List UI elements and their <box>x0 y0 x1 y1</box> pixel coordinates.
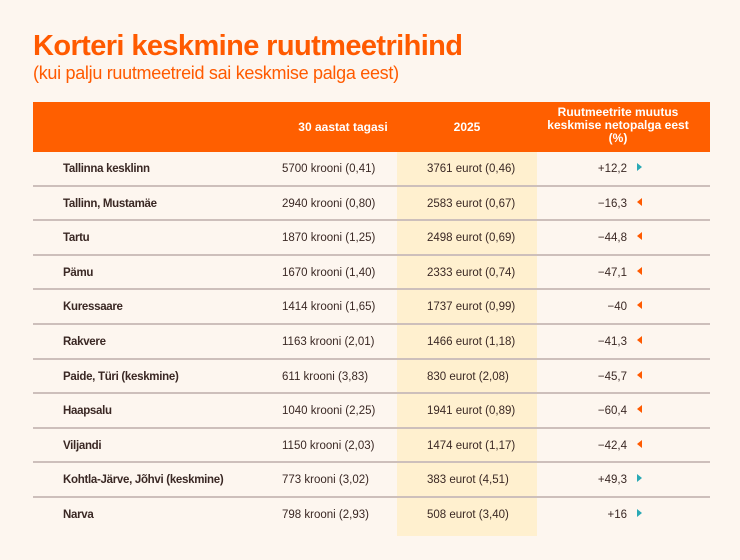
change-cell: −47,1 <box>597 266 627 279</box>
table-row: Rakvere 1163 krooni (2,01) 1466 eurot (1,1… <box>33 325 710 360</box>
now-cell: 1466 eurot (1,18) <box>427 335 516 348</box>
place-cell: Tallinna kesklinn <box>63 163 150 175</box>
place-cell: Narva <box>63 508 94 521</box>
table-row: Kohtla-Järve, Jõhvi (keskmine) 773 krooni… <box>33 463 710 498</box>
now-cell: 2333 eurot (0,74) <box>427 266 516 279</box>
table-header: 30 aastat tagasi 2025 Ruutmeetrite muutu… <box>33 102 710 152</box>
header-change: Ruutmeetrite muutus keskmise netopalga e… <box>547 105 689 145</box>
highlight-column-2025 <box>397 152 537 536</box>
table-row: Pämu 1670 krooni (1,40) 2333 eurot (0,74) −… <box>33 256 710 291</box>
page-subtitle: (kui palju ruutmeetreid sai keskmise pal… <box>33 63 399 83</box>
now-cell: 1941 eurot (0,89) <box>427 405 516 418</box>
arrow-left-icon <box>637 335 642 344</box>
now-cell: 383 eurot (4,51) <box>427 474 509 487</box>
arrow-left-icon <box>637 301 642 310</box>
table-row: Paide, Türi (keskmine) 611 krooni (3,83) 8… <box>33 360 710 395</box>
then-cell: 2940 krooni (0,80) <box>282 197 376 210</box>
now-cell: 508 eurot (3,40) <box>427 508 509 521</box>
table-row: Tartu 1870 krooni (1,25) 2498 eurot (0,69)… <box>33 221 710 256</box>
table-row: Kuressaare 1414 krooni (1,65) 1737 eurot (… <box>33 290 710 325</box>
change-cell: −40 <box>607 301 627 314</box>
then-cell: 5700 krooni (0,41) <box>282 163 376 175</box>
now-cell: 2498 eurot (0,69) <box>427 232 516 245</box>
then-cell: 1670 krooni (1,40) <box>282 266 376 279</box>
table-row: Viljandi 1150 krooni (2,03) 1474 eurot (1,… <box>33 429 710 464</box>
place-cell: Pämu <box>63 266 94 279</box>
price-table: 30 aastat tagasi 2025 Ruutmeetrite muutu… <box>33 102 710 536</box>
change-cell: −41,3 <box>597 335 627 348</box>
change-cell: +49,3 <box>597 474 627 487</box>
place-cell: Rakvere <box>63 335 106 348</box>
change-cell: −60,4 <box>597 405 627 418</box>
place-cell: Tartu <box>63 232 90 245</box>
place-cell: Kuressaare <box>63 301 123 314</box>
change-cell: −44,8 <box>597 232 627 245</box>
change-cell: +16 <box>607 508 627 521</box>
then-cell: 1870 krooni (1,25) <box>282 232 376 245</box>
change-cell: −42,4 <box>597 439 627 452</box>
now-cell: 3761 eurot (0,46) <box>427 163 516 175</box>
arrow-right-icon <box>637 163 642 171</box>
place-cell: Haapsalu <box>63 405 112 418</box>
then-cell: 773 krooni (3,02) <box>282 474 369 487</box>
page-title: Korteri keskmine ruutmeetrihind <box>33 30 463 62</box>
change-cell: −45,7 <box>597 370 627 383</box>
arrow-left-icon <box>637 232 642 241</box>
table-row: Haapsalu 1040 krooni (2,25) 1941 eurot (0,… <box>33 394 710 429</box>
arrow-left-icon <box>637 266 642 275</box>
arrow-right-icon <box>637 474 642 483</box>
place-cell: Paide, Türi (keskmine) <box>63 370 179 383</box>
now-cell: 2583 eurot (0,67) <box>427 197 516 210</box>
then-cell: 1163 krooni (2,01) <box>282 335 375 348</box>
now-cell: 830 eurot (2,08) <box>427 370 509 383</box>
arrow-left-icon <box>637 405 642 414</box>
now-cell: 1474 eurot (1,17) <box>427 439 516 452</box>
place-cell: Kohtla-Järve, Jõhvi (keskmine) <box>63 474 224 487</box>
header-30-years-ago: 30 aastat tagasi <box>298 120 388 134</box>
now-cell: 1737 eurot (0,99) <box>427 301 516 314</box>
then-cell: 1150 krooni (2,03) <box>282 439 375 452</box>
then-cell: 1414 krooni (1,65) <box>282 301 376 314</box>
table-row: Tallinn, Mustamäe 2940 krooni (0,80) 2583 … <box>33 187 710 222</box>
then-cell: 798 krooni (2,93) <box>282 508 369 521</box>
arrow-right-icon <box>637 508 642 517</box>
change-cell: +12,2 <box>597 163 627 175</box>
change-cell: −16,3 <box>597 197 627 210</box>
arrow-left-icon <box>637 439 642 448</box>
arrow-left-icon <box>637 197 642 206</box>
arrow-left-icon <box>637 370 642 379</box>
table-row: Narva 798 krooni (2,93) 508 eurot (3,40) +1… <box>33 498 710 533</box>
place-cell: Viljandi <box>63 439 102 452</box>
then-cell: 611 krooni (3,83) <box>282 370 369 383</box>
header-2025: 2025 <box>453 120 481 134</box>
table-row: Tallinna kesklinn 5700 krooni (0,41) 3761 … <box>33 152 710 187</box>
place-cell: Tallinn, Mustamäe <box>63 197 157 210</box>
then-cell: 1040 krooni (2,25) <box>282 405 376 418</box>
